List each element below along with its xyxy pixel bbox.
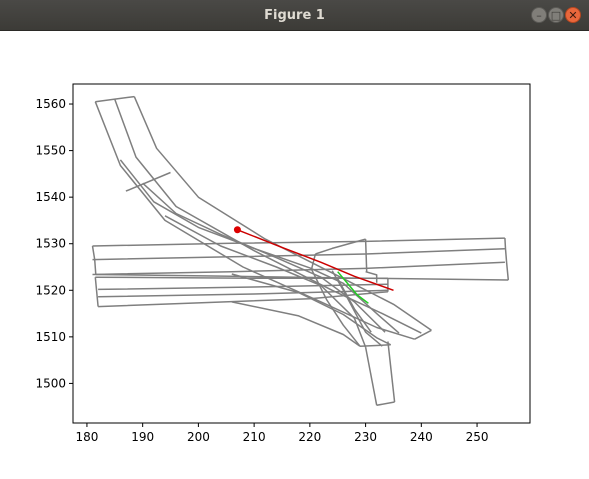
candidate-path-green: [337, 271, 369, 304]
lane-line: [364, 346, 378, 406]
x-tick-label: 180: [75, 430, 98, 444]
planned-path-red: [237, 229, 394, 292]
plot-svg: 180 190 200 210 220 230 240 250 1500 1510 1520 153…: [35, 83, 531, 444]
trajectory-paths: [233, 226, 394, 304]
x-tick-label: 200: [187, 430, 210, 444]
lane-line: [94, 277, 99, 307]
lane-lines: [91, 95, 510, 407]
figure-canvas: 180 190 200 210 220 230 240 250 1500 1510 1520 153…: [0, 31, 589, 475]
title-bar[interactable]: Figure 1 – □ ✕: [0, 0, 589, 31]
lane-line: [376, 401, 395, 407]
lane-line: [331, 270, 383, 347]
x-tick-label: 230: [354, 430, 377, 444]
lane-line: [95, 95, 135, 103]
x-tick-label: 190: [131, 430, 154, 444]
y-tick-label: 1500: [35, 376, 66, 390]
lane-line: [95, 273, 509, 281]
x-tick-label: 210: [243, 430, 266, 444]
maximize-button[interactable]: □: [548, 7, 564, 23]
lane-line: [359, 344, 391, 347]
close-button[interactable]: ✕: [565, 7, 581, 23]
lane-line: [133, 96, 432, 331]
minimize-button[interactable]: –: [531, 7, 547, 23]
plot-area-frame: [72, 83, 531, 424]
lane-line: [310, 253, 361, 347]
lane-line: [337, 278, 372, 333]
y-tick-label: 1560: [35, 97, 66, 111]
y-tick-label: 1540: [35, 190, 66, 204]
x-tick-label: 240: [410, 430, 433, 444]
x-axis-ticks: 180 190 200 210 220 230 240 250: [75, 423, 489, 444]
lane-line: [92, 261, 505, 276]
lane-line: [315, 238, 366, 255]
lane-line: [387, 341, 396, 403]
lane-line: [231, 273, 392, 346]
lane-line: [142, 182, 386, 333]
lane-line: [91, 245, 97, 275]
y-tick-label: 1520: [35, 283, 66, 297]
y-axis-ticks: 1500 1510 1520 1530 1540 1550 1560: [35, 97, 73, 390]
lane-line: [98, 290, 388, 308]
y-tick-label: 1530: [35, 237, 66, 251]
x-tick-label: 220: [298, 430, 321, 444]
x-tick-label: 250: [466, 430, 489, 444]
y-tick-label: 1550: [35, 144, 66, 158]
lane-line: [125, 171, 171, 192]
vehicle-position-point: [233, 226, 241, 234]
lane-line: [365, 270, 378, 283]
lane-line: [94, 101, 415, 340]
lane-line: [114, 99, 422, 334]
lane-line: [92, 237, 505, 247]
window-title: Figure 1: [264, 8, 325, 23]
lane-line: [231, 301, 361, 347]
lane-line: [364, 239, 368, 272]
lane-line: [414, 329, 432, 340]
lane-line: [504, 238, 510, 281]
y-tick-label: 1510: [35, 330, 66, 344]
lane-line: [98, 283, 388, 291]
lane-line: [119, 159, 400, 334]
